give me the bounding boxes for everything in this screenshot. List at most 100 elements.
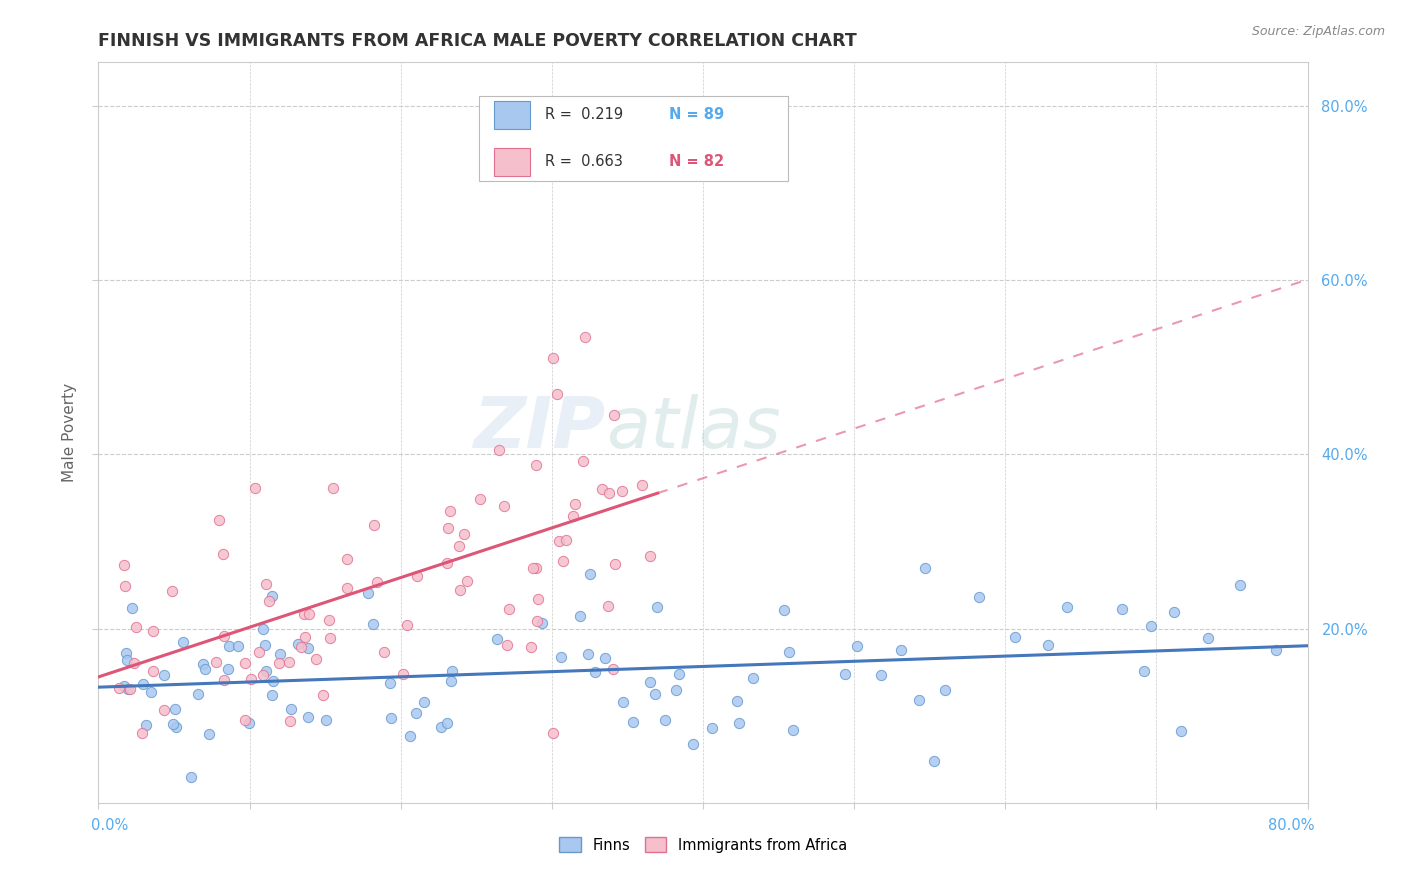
Point — [772, 603, 794, 617]
Point — [496, 639, 519, 653]
Point — [550, 650, 572, 665]
Point — [336, 581, 359, 595]
Point — [262, 673, 284, 688]
Point — [598, 486, 620, 500]
Point — [319, 631, 342, 645]
Point — [254, 577, 277, 591]
Point — [112, 679, 135, 693]
Point — [778, 644, 800, 658]
Point — [934, 683, 956, 698]
Point — [240, 672, 263, 686]
Point — [638, 675, 661, 690]
Point — [208, 513, 231, 527]
Point — [644, 687, 666, 701]
Point — [233, 656, 256, 670]
Point — [603, 557, 626, 571]
Point — [226, 639, 249, 653]
Point — [254, 664, 277, 678]
Point — [430, 720, 453, 734]
Point — [187, 687, 209, 701]
Point — [115, 653, 138, 667]
Point — [287, 637, 309, 651]
Point — [318, 613, 340, 627]
Point — [914, 560, 936, 574]
Point — [439, 504, 461, 518]
Point — [562, 508, 585, 523]
Point — [366, 574, 388, 589]
Point — [492, 500, 515, 514]
Point — [602, 409, 624, 423]
Point — [142, 664, 165, 678]
Point — [967, 590, 990, 604]
Point — [391, 666, 413, 681]
Point — [612, 695, 634, 709]
Point — [453, 526, 475, 541]
Point — [107, 681, 129, 695]
Point — [373, 644, 395, 658]
Point — [546, 387, 568, 401]
FancyBboxPatch shape — [479, 95, 787, 181]
Legend: Finns, Immigrants from Africa: Finns, Immigrants from Africa — [553, 831, 853, 858]
Point — [498, 602, 520, 616]
Point — [297, 640, 319, 655]
Point — [405, 706, 427, 720]
Point — [180, 770, 202, 784]
Point — [125, 620, 148, 634]
Point — [322, 481, 344, 495]
Point — [336, 552, 359, 566]
Point — [621, 714, 644, 729]
Point — [305, 652, 328, 666]
Point — [510, 143, 533, 157]
Point — [406, 569, 429, 583]
Point — [121, 600, 143, 615]
Point — [553, 554, 575, 568]
Point — [122, 656, 145, 670]
Text: 80.0%: 80.0% — [1268, 818, 1315, 832]
Point — [252, 668, 274, 682]
Point — [922, 754, 945, 768]
Point — [702, 722, 724, 736]
Point — [845, 639, 868, 653]
Point — [834, 666, 856, 681]
Point — [488, 443, 510, 458]
Point — [198, 726, 221, 740]
Point — [235, 713, 257, 727]
Point — [574, 330, 596, 344]
Point — [631, 477, 654, 491]
Point — [212, 673, 235, 687]
Point — [526, 591, 548, 606]
Text: FINNISH VS IMMIGRANTS FROM AFRICA MALE POVERTY CORRELATION CHART: FINNISH VS IMMIGRANTS FROM AFRICA MALE P… — [98, 32, 858, 50]
Text: ZIP: ZIP — [474, 394, 606, 464]
Point — [238, 715, 260, 730]
Point — [741, 671, 763, 685]
Point — [1133, 665, 1156, 679]
Point — [1229, 577, 1251, 591]
Point — [1004, 630, 1026, 644]
Point — [439, 673, 461, 688]
Text: atlas: atlas — [606, 394, 780, 464]
Point — [139, 685, 162, 699]
Point — [541, 351, 564, 366]
Point — [526, 615, 548, 629]
Point — [117, 681, 139, 696]
Point — [395, 617, 418, 632]
Point — [315, 714, 337, 728]
Point — [114, 579, 136, 593]
Point — [449, 582, 471, 597]
Point — [449, 539, 471, 553]
Point — [530, 615, 553, 630]
Point — [131, 726, 153, 740]
Point — [572, 454, 595, 468]
Point — [243, 481, 266, 495]
Point — [153, 702, 176, 716]
Point — [363, 617, 385, 632]
Y-axis label: Male Poverty: Male Poverty — [62, 383, 77, 483]
Point — [211, 547, 233, 561]
Point — [486, 632, 509, 646]
Point — [162, 716, 184, 731]
Point — [218, 639, 240, 653]
Point — [297, 709, 319, 723]
Text: Source: ZipAtlas.com: Source: ZipAtlas.com — [1251, 25, 1385, 38]
Point — [437, 521, 460, 535]
Point — [153, 668, 176, 682]
